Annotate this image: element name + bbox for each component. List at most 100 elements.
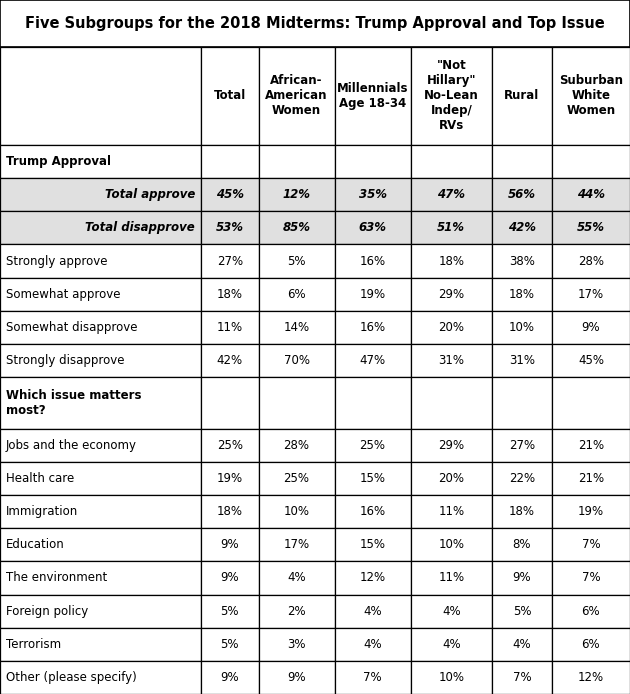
Bar [492, 528, 552, 561]
Bar [201, 145, 258, 178]
Bar [335, 211, 411, 244]
Text: 5%: 5% [513, 604, 531, 618]
Bar [335, 46, 411, 145]
Bar [411, 46, 492, 145]
Text: 16%: 16% [360, 321, 386, 334]
Bar [552, 344, 630, 377]
Bar [411, 344, 492, 377]
Text: 11%: 11% [438, 571, 464, 584]
Text: Strongly approve: Strongly approve [6, 255, 108, 267]
Text: 27%: 27% [217, 255, 243, 267]
Text: Millennials
Age 18-34: Millennials Age 18-34 [337, 82, 408, 110]
Bar [335, 244, 411, 278]
Text: Foreign policy: Foreign policy [6, 604, 88, 618]
Text: 6%: 6% [287, 288, 306, 301]
Bar [335, 528, 411, 561]
Bar [0, 561, 201, 595]
Bar [552, 46, 630, 145]
Bar [492, 495, 552, 528]
Text: 70%: 70% [284, 354, 309, 367]
Bar [411, 145, 492, 178]
Bar [258, 344, 335, 377]
Bar [492, 178, 552, 211]
Text: 28%: 28% [284, 439, 309, 452]
Text: 4%: 4% [364, 604, 382, 618]
Text: 21%: 21% [578, 472, 604, 485]
Bar [335, 595, 411, 627]
Bar [492, 595, 552, 627]
Bar [492, 429, 552, 462]
Text: 18%: 18% [217, 288, 243, 301]
Text: 56%: 56% [508, 188, 536, 201]
Text: 10%: 10% [438, 671, 464, 684]
Bar [201, 595, 258, 627]
Text: 17%: 17% [578, 288, 604, 301]
Text: 25%: 25% [360, 439, 386, 452]
Bar [335, 178, 411, 211]
Text: 7%: 7% [581, 539, 600, 551]
Text: 29%: 29% [438, 439, 464, 452]
Text: 38%: 38% [509, 255, 535, 267]
Bar [492, 561, 552, 595]
Bar [258, 429, 335, 462]
Bar [552, 627, 630, 661]
Text: 19%: 19% [360, 288, 386, 301]
Bar [552, 561, 630, 595]
Text: 55%: 55% [577, 221, 605, 235]
Bar [411, 495, 492, 528]
Bar [492, 278, 552, 311]
Text: 18%: 18% [438, 255, 464, 267]
Bar [411, 462, 492, 495]
Bar [201, 495, 258, 528]
Text: 11%: 11% [438, 505, 464, 518]
Text: Somewhat approve: Somewhat approve [6, 288, 120, 301]
Bar [258, 495, 335, 528]
Text: Strongly disapprove: Strongly disapprove [6, 354, 125, 367]
Text: 35%: 35% [358, 188, 387, 201]
Bar [201, 377, 258, 429]
Bar [552, 311, 630, 344]
Text: 5%: 5% [287, 255, 306, 267]
Bar [201, 244, 258, 278]
Bar [258, 311, 335, 344]
Bar [335, 561, 411, 595]
Bar [492, 211, 552, 244]
Bar [411, 244, 492, 278]
Bar [258, 278, 335, 311]
Text: 18%: 18% [509, 288, 535, 301]
Bar [201, 429, 258, 462]
Text: 25%: 25% [284, 472, 309, 485]
Bar [258, 595, 335, 627]
Text: 20%: 20% [438, 321, 464, 334]
Text: 9%: 9% [287, 671, 306, 684]
Text: Suburban
White
Women: Suburban White Women [559, 74, 623, 117]
Bar [258, 627, 335, 661]
Text: 85%: 85% [282, 221, 311, 235]
Bar [492, 344, 552, 377]
Bar [0, 278, 201, 311]
Bar [335, 344, 411, 377]
Text: 18%: 18% [509, 505, 535, 518]
Text: 5%: 5% [220, 638, 239, 651]
Bar [0, 178, 201, 211]
Bar [552, 244, 630, 278]
Text: The environment: The environment [6, 571, 107, 584]
Text: Terrorism: Terrorism [6, 638, 61, 651]
Bar [552, 377, 630, 429]
Bar [201, 627, 258, 661]
Bar [335, 145, 411, 178]
Bar [492, 377, 552, 429]
Bar [0, 211, 201, 244]
Bar [201, 561, 258, 595]
Text: 53%: 53% [215, 221, 244, 235]
Text: 4%: 4% [442, 638, 461, 651]
Bar [552, 211, 630, 244]
Text: 47%: 47% [360, 354, 386, 367]
Bar [552, 495, 630, 528]
Text: 17%: 17% [284, 539, 309, 551]
Bar [258, 211, 335, 244]
Bar [258, 377, 335, 429]
Bar [411, 311, 492, 344]
Text: 9%: 9% [220, 671, 239, 684]
Bar [411, 528, 492, 561]
